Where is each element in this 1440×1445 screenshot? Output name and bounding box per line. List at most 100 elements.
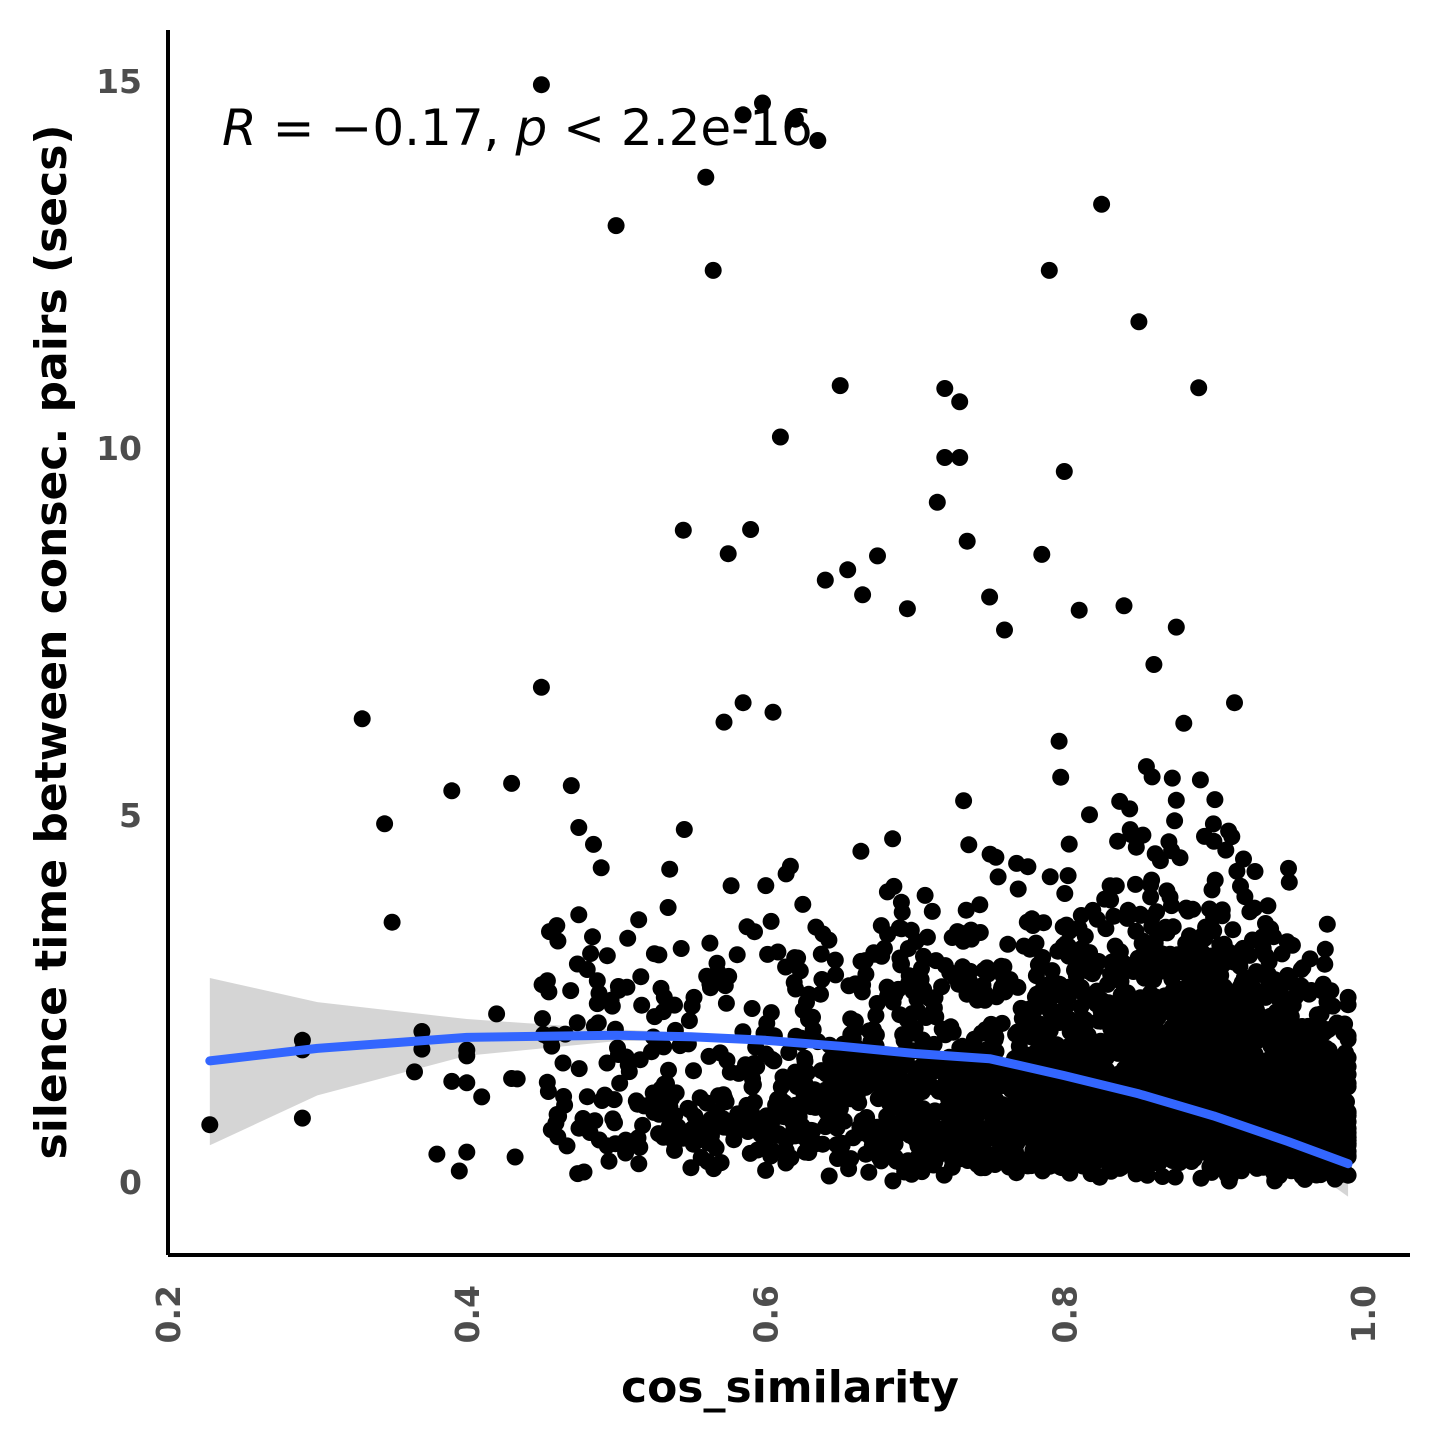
data-point bbox=[1206, 791, 1224, 809]
data-point bbox=[1244, 931, 1261, 949]
data-point bbox=[1109, 1037, 1127, 1055]
data-point bbox=[532, 678, 550, 696]
data-point bbox=[800, 1011, 817, 1028]
x-tick-label: 0.4 bbox=[448, 1285, 487, 1343]
data-point bbox=[979, 965, 997, 983]
data-point bbox=[935, 1102, 953, 1119]
data-point bbox=[893, 920, 910, 938]
data-point bbox=[672, 940, 690, 957]
data-point bbox=[549, 932, 567, 950]
data-point bbox=[1330, 1054, 1347, 1072]
data-point bbox=[1177, 934, 1195, 952]
data-point bbox=[962, 930, 980, 948]
data-point bbox=[798, 1064, 816, 1082]
data-point bbox=[1108, 1150, 1126, 1168]
data-point bbox=[1034, 1092, 1052, 1110]
correlation-annotation: R = −0.17, p < 2.2e-16 bbox=[222, 99, 813, 157]
data-point bbox=[782, 1149, 800, 1167]
data-point bbox=[1154, 1168, 1171, 1185]
data-point bbox=[1065, 947, 1082, 965]
data-point bbox=[901, 1126, 919, 1144]
data-point bbox=[1041, 868, 1059, 886]
data-point bbox=[788, 1078, 806, 1095]
x-tick-label: 0.2 bbox=[149, 1285, 188, 1343]
data-point bbox=[1233, 1030, 1251, 1048]
data-point bbox=[1220, 1152, 1238, 1170]
data-point bbox=[1125, 1065, 1143, 1083]
data-point bbox=[1212, 958, 1230, 976]
data-point bbox=[820, 1167, 838, 1185]
data-point bbox=[933, 978, 951, 996]
data-point bbox=[1008, 854, 1026, 872]
data-point bbox=[627, 1092, 645, 1110]
data-point bbox=[293, 1109, 311, 1127]
data-point bbox=[814, 925, 832, 943]
data-point bbox=[993, 1014, 1011, 1032]
data-point bbox=[1242, 1094, 1260, 1112]
data-point bbox=[1081, 944, 1099, 962]
data-point bbox=[1074, 1016, 1092, 1033]
data-point bbox=[898, 600, 916, 618]
data-point bbox=[885, 877, 903, 895]
data-point bbox=[584, 928, 601, 946]
data-point bbox=[667, 1084, 685, 1102]
data-point bbox=[960, 1080, 978, 1098]
data-point bbox=[1167, 618, 1185, 636]
data-point bbox=[1246, 863, 1264, 880]
data-point bbox=[443, 782, 461, 800]
data-point bbox=[1148, 1152, 1166, 1170]
data-point bbox=[702, 1110, 720, 1128]
data-point bbox=[1012, 1090, 1030, 1108]
data-point bbox=[933, 1082, 951, 1100]
data-point bbox=[1013, 1151, 1031, 1168]
data-point bbox=[1339, 1030, 1357, 1048]
data-point bbox=[860, 1163, 878, 1181]
data-point bbox=[704, 261, 722, 279]
data-point bbox=[383, 913, 401, 931]
data-point bbox=[981, 588, 999, 606]
data-point bbox=[1192, 994, 1210, 1012]
data-point bbox=[1142, 1001, 1160, 1019]
data-point bbox=[413, 1023, 431, 1040]
annotation-r-symbol: R bbox=[222, 99, 257, 157]
data-point bbox=[812, 985, 829, 1003]
data-point bbox=[886, 1064, 904, 1082]
data-point bbox=[715, 713, 733, 731]
data-point bbox=[604, 1110, 622, 1128]
data-point bbox=[1257, 915, 1274, 932]
data-point bbox=[1051, 1111, 1069, 1129]
data-point bbox=[488, 1005, 506, 1023]
data-point bbox=[1169, 1056, 1187, 1074]
data-point bbox=[717, 994, 735, 1012]
data-point bbox=[376, 815, 394, 833]
y-tick-label: 5 bbox=[119, 796, 142, 835]
data-point bbox=[458, 1074, 476, 1092]
data-point bbox=[775, 1094, 793, 1112]
data-point bbox=[1079, 1142, 1096, 1160]
data-point bbox=[790, 1108, 808, 1126]
data-point bbox=[1127, 875, 1144, 893]
data-point bbox=[807, 1135, 825, 1153]
data-point bbox=[590, 984, 608, 1002]
y-tick-label: 15 bbox=[96, 62, 142, 101]
data-point bbox=[1033, 545, 1051, 563]
data-point bbox=[633, 996, 651, 1014]
data-point bbox=[1109, 964, 1127, 982]
data-point bbox=[1210, 972, 1228, 990]
data-point bbox=[634, 1116, 652, 1134]
data-point bbox=[719, 545, 737, 563]
data-point bbox=[1107, 877, 1125, 895]
data-point bbox=[680, 1012, 698, 1030]
data-point bbox=[585, 835, 602, 853]
data-point bbox=[857, 1074, 875, 1092]
data-point bbox=[540, 983, 558, 1001]
data-point bbox=[1219, 1060, 1237, 1078]
data-point bbox=[1109, 832, 1127, 850]
data-point bbox=[1280, 873, 1298, 891]
data-point bbox=[660, 1061, 677, 1079]
data-point bbox=[1279, 969, 1296, 987]
data-point bbox=[709, 963, 727, 981]
data-point bbox=[943, 929, 961, 946]
data-point bbox=[1100, 994, 1118, 1012]
data-point bbox=[1192, 1169, 1210, 1187]
